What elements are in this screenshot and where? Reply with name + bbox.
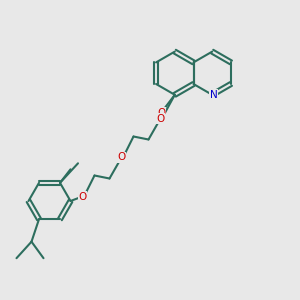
Text: N: N (210, 90, 218, 100)
Text: O: O (78, 191, 87, 202)
Text: O: O (156, 113, 165, 124)
Text: O: O (117, 152, 126, 163)
Text: O: O (157, 108, 165, 118)
